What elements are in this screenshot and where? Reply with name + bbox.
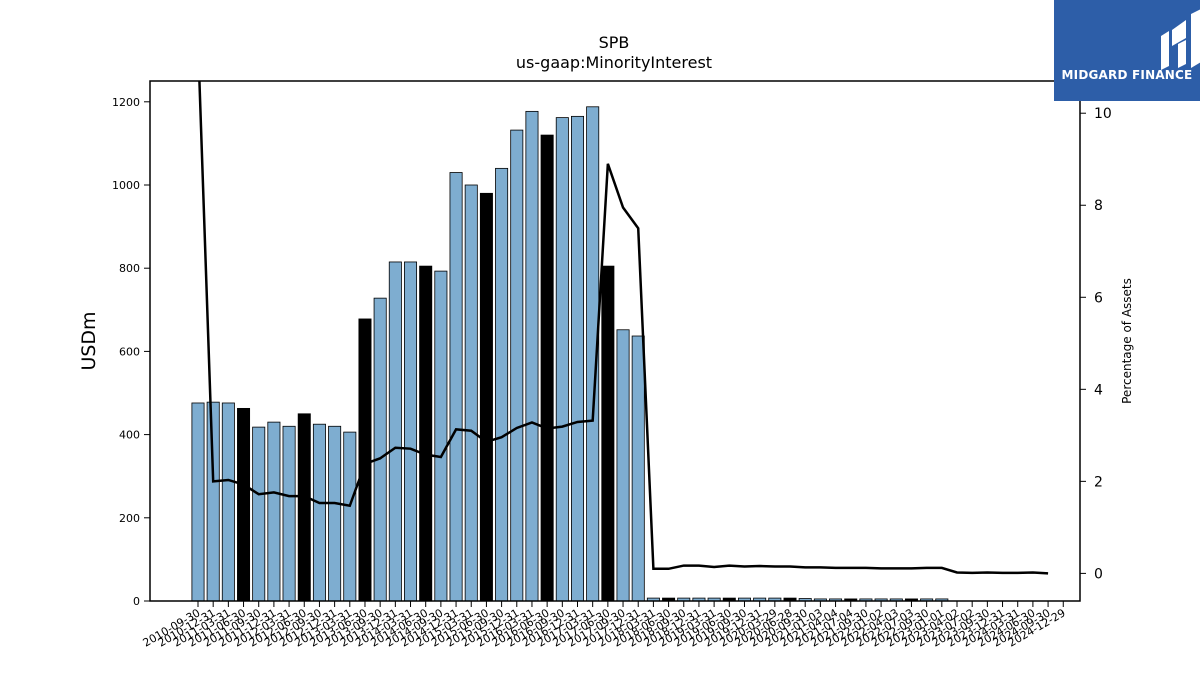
bar-2011-09-30 (252, 426, 266, 602)
y-tick-label: 200 (119, 512, 140, 525)
y2-tick-label: 6 (1094, 290, 1103, 306)
chart-title: SPB (599, 33, 630, 52)
bar-2014-03-31 (404, 261, 418, 602)
bar-2011-12-31 (267, 421, 281, 602)
bar-2015-03-31 (464, 184, 478, 602)
bar-2012-06-30 (297, 413, 311, 602)
bar-2016-12-31 (571, 115, 585, 602)
y-axis-label: USDm (78, 311, 100, 370)
bar-2013-03-31 (343, 431, 357, 602)
y2-tick-label: 0 (1094, 566, 1103, 582)
plot-frame (149, 80, 1081, 602)
bar-2017-12-31 (631, 335, 645, 602)
bar-2012-09-30 (312, 423, 326, 602)
bar-2015-12-31 (510, 129, 524, 602)
bar-2012-03-31 (282, 425, 296, 602)
y-axis-ticks: 0 200 400 600 800 1000 1200 (112, 96, 150, 608)
midgard-finance-logo-icon (1161, 9, 1200, 70)
x-axis-ticks: 2010-09-302010-12-312011-03-312011-06-30… (141, 601, 1068, 650)
y2-tick-label: 10 (1094, 106, 1112, 122)
y2-tick-label: 8 (1094, 198, 1103, 214)
bar-2013-06-30 (358, 318, 372, 602)
y-tick-label: 400 (119, 429, 140, 442)
y2-tick-label: 2 (1094, 474, 1103, 490)
bar-2016-06-30 (540, 134, 554, 602)
chart-subtitle: us-gaap:MinorityInterest (516, 53, 712, 72)
y-tick-label: 1000 (112, 179, 140, 192)
bar-2016-09-30 (555, 117, 569, 602)
y2-axis-label: Percentage of Assets (1120, 278, 1134, 404)
bar-2010-09-30 (191, 402, 205, 602)
bar-2014-09-30 (434, 270, 448, 602)
bar-2011-03-31 (221, 402, 235, 602)
percentage-line-series (198, 81, 1049, 575)
y-tick-label: 800 (119, 262, 140, 275)
bar-2017-09-30 (616, 329, 630, 602)
bar-2014-12-31 (449, 172, 463, 602)
bar-2014-06-30 (419, 265, 433, 602)
y-tick-label: 1200 (112, 96, 140, 109)
bar-2010-12-31 (206, 401, 220, 602)
y-tick-label: 0 (133, 595, 140, 608)
bar-2013-12-31 (388, 261, 402, 602)
bar-2015-09-30 (495, 167, 509, 602)
midgard-finance-logo: MIDGARD FINANCE (1054, 0, 1200, 101)
y-tick-label: 600 (119, 345, 140, 358)
bar-2012-12-31 (328, 425, 342, 602)
bar-2011-06-30 (237, 407, 251, 602)
bar-2016-03-31 (525, 110, 539, 602)
y2-axis-ticks: 0 2 4 6 8 10 (1080, 106, 1112, 582)
logo-text: MIDGARD FINANCE (1061, 68, 1193, 82)
bar-series (191, 106, 949, 602)
bar-2017-06-30 (601, 265, 615, 602)
percentage-of-assets-line (198, 81, 1049, 575)
bar-2013-09-30 (373, 297, 387, 602)
y2-tick-label: 4 (1094, 382, 1103, 398)
bar-2015-06-30 (479, 192, 493, 602)
